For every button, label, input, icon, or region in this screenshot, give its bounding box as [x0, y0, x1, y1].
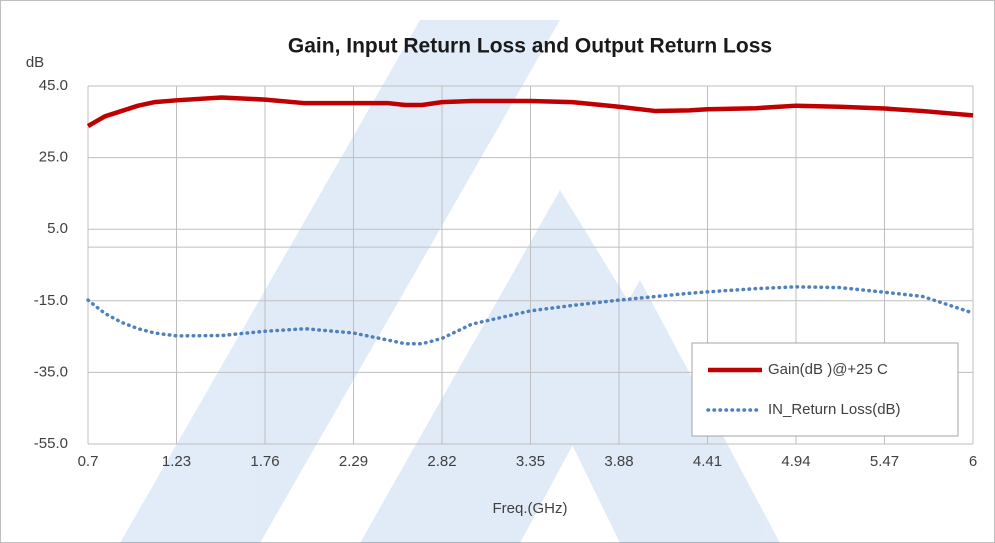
y-tick-label: -15.0	[34, 292, 68, 309]
x-tick-label: 5.47	[870, 453, 899, 470]
x-tick-label: 2.29	[339, 453, 368, 470]
y-tick-label: 5.0	[47, 220, 68, 237]
y-tick-label: 25.0	[39, 149, 68, 166]
x-tick-label: 0.7	[78, 453, 99, 470]
watermark-stripe	[120, 20, 560, 543]
x-tick-label: 3.35	[516, 453, 545, 470]
legend-box	[691, 342, 959, 437]
x-tick-label: 6	[969, 453, 977, 470]
legend-label: IN_Return Loss(dB)	[768, 401, 901, 418]
x-tick-label: 2.82	[427, 453, 456, 470]
watermark-stripe	[560, 280, 780, 543]
x-tick-label: 1.23	[162, 453, 191, 470]
y-axis-label: dB	[26, 54, 44, 71]
legend: Gain(dB )@+25 C IN_Return Loss(dB)	[691, 342, 959, 437]
chart-title: Gain, Input Return Loss and Output Retur…	[288, 35, 772, 58]
legend-label: Gain(dB )@+25 C	[768, 361, 888, 378]
x-axis-label: Freq.(GHz)	[493, 500, 568, 517]
x-tick-label: 1.76	[250, 453, 279, 470]
y-tick-label: -55.0	[34, 435, 68, 452]
y-tick-label: 45.0	[39, 77, 68, 94]
y-tick-label: -35.0	[34, 363, 68, 380]
series-line	[86, 95, 974, 129]
x-tick-label: 3.88	[604, 453, 633, 470]
series-line	[86, 285, 975, 346]
watermark-stripe	[360, 190, 640, 543]
x-tick-label: 4.41	[693, 453, 722, 470]
x-tick-label: 4.94	[781, 453, 810, 470]
watermark	[120, 20, 780, 543]
